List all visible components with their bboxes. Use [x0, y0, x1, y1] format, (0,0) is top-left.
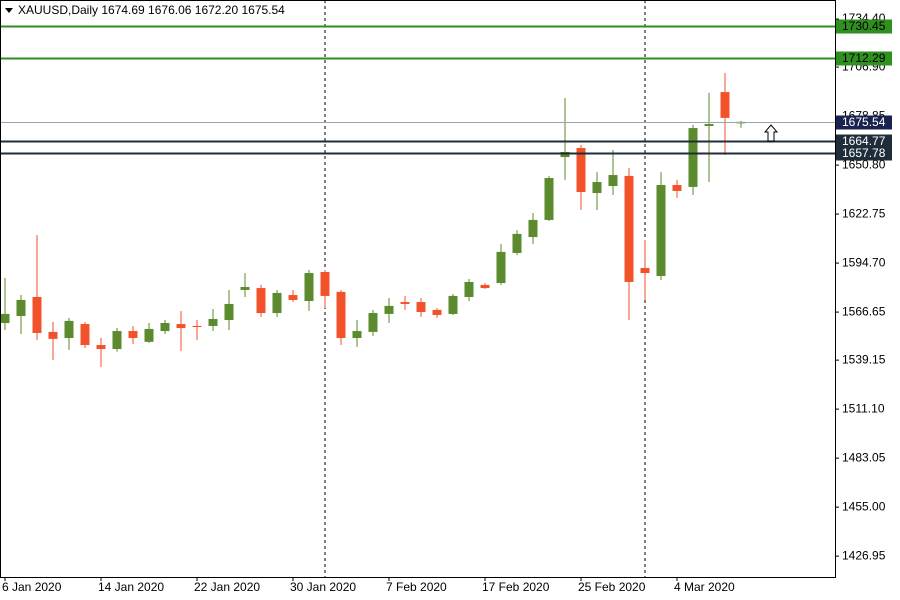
candle-body — [576, 147, 586, 192]
candle-body — [160, 323, 170, 332]
candle-body — [16, 299, 26, 317]
x-tick-label: 30 Jan 2020 — [290, 580, 356, 594]
price-label: 1664.77 — [842, 134, 886, 148]
x-tick-label: 7 Feb 2020 — [386, 580, 447, 594]
candle-body — [416, 302, 426, 312]
candle-body — [32, 296, 42, 333]
candle-body — [256, 288, 266, 314]
candle-body — [336, 291, 346, 339]
y-tick-label: 1650.80 — [842, 157, 886, 171]
candle-body — [592, 182, 602, 194]
candle-body — [112, 331, 122, 350]
candle-body — [672, 184, 682, 191]
candle-body — [496, 251, 506, 283]
x-tick-label: 25 Feb 2020 — [578, 580, 646, 594]
price-label: 1712.29 — [842, 51, 886, 65]
candle-body — [144, 328, 154, 342]
candle-body — [528, 219, 538, 238]
y-tick-label: 1483.05 — [842, 450, 886, 464]
plot-area — [0, 0, 835, 577]
price-label-box — [836, 115, 892, 130]
price-label-box — [836, 146, 892, 161]
candle-body — [624, 175, 634, 282]
price-label-box — [836, 134, 892, 149]
y-tick-label: 1566.65 — [842, 304, 886, 318]
price-label: 1657.78 — [842, 146, 886, 160]
candle-body — [720, 92, 730, 118]
candle-body — [304, 273, 314, 301]
candle-body — [96, 345, 106, 350]
y-tick-label: 1455.00 — [842, 499, 886, 513]
x-tick-label: 17 Feb 2020 — [482, 580, 550, 594]
y-tick-label: 1622.75 — [842, 206, 886, 220]
candle-body — [608, 175, 618, 187]
x-tick-label: 6 Jan 2020 — [2, 580, 62, 594]
price-label-box — [836, 51, 892, 66]
candle-body — [48, 331, 58, 339]
candle-body — [352, 331, 362, 339]
x-tick-label: 14 Jan 2020 — [98, 580, 164, 594]
candle-body — [480, 284, 490, 289]
candle-body — [80, 324, 90, 346]
candle-body — [224, 303, 234, 321]
candle-body — [464, 281, 474, 297]
candle-body — [640, 267, 650, 274]
y-tick-label: 1426.95 — [842, 548, 886, 562]
candle-body — [0, 313, 10, 324]
candle-body — [368, 313, 378, 332]
price-label: 1675.54 — [842, 115, 886, 129]
y-tick-label: 1511.10 — [842, 401, 885, 415]
y-tick-label: 1539.15 — [842, 352, 886, 366]
plot-frame — [0, 0, 836, 578]
candle-body — [288, 295, 298, 300]
candle-body — [544, 178, 554, 220]
x-tick-label: 4 Mar 2020 — [674, 580, 735, 594]
candle-body — [176, 324, 186, 329]
price-label: 1730.45 — [842, 19, 886, 33]
candle-body — [560, 151, 570, 158]
chart-title: XAUUSD,Daily 1674.69 1676.06 1672.20 167… — [18, 3, 285, 17]
candle-body — [688, 128, 698, 187]
arrow-icon — [763, 124, 779, 142]
candle-body — [512, 233, 522, 253]
candle-body — [208, 318, 218, 326]
candle-body — [64, 320, 74, 339]
candle-body — [448, 295, 458, 314]
price-label-box — [836, 19, 892, 34]
candle-body — [384, 305, 394, 314]
candle-body — [128, 331, 138, 339]
candle-body — [432, 309, 442, 315]
candle-body — [192, 325, 202, 328]
candle-body — [320, 271, 330, 296]
candle-body — [400, 302, 410, 304]
x-tick-label: 22 Jan 2020 — [194, 580, 260, 594]
candle-body — [272, 292, 282, 314]
candle-body — [704, 124, 714, 126]
candle-body — [656, 184, 666, 277]
candle-body — [240, 287, 250, 290]
y-tick-label: 1594.70 — [842, 255, 886, 269]
menu-triangle[interactable] — [5, 8, 13, 13]
